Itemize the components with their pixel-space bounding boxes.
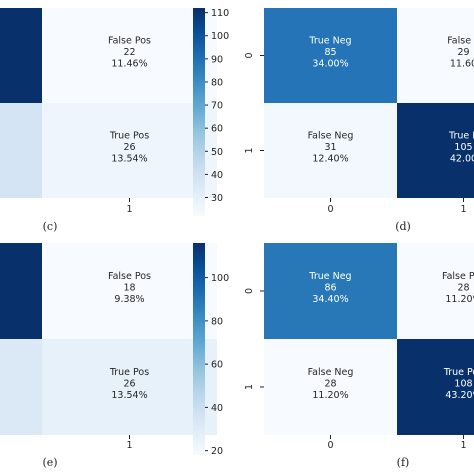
heatmap-cell — [42, 8, 217, 103]
cell-annotation: 108 — [454, 379, 472, 390]
cell-annotation: 13.54% — [111, 390, 147, 401]
cell-annotation: 11.20% — [445, 294, 474, 305]
x-tick-label: 1 — [126, 440, 132, 451]
colorbar-tick-label: 90 — [211, 54, 223, 65]
cell-annotation: 86 — [324, 283, 336, 294]
cell-annotation: False Neg — [308, 367, 354, 378]
panel-label: (e) — [42, 456, 57, 469]
y-tick-label: 0 — [244, 52, 255, 58]
heatmap-cell — [0, 339, 42, 435]
cell-annotation: 34.00% — [312, 59, 348, 70]
cell-annotation: True Pos — [443, 367, 474, 378]
cell-annotation: False Pos — [442, 271, 474, 282]
cell-annotation: 34.40% — [312, 294, 348, 305]
x-tick-label: 0 — [327, 440, 333, 451]
heatmap-cell — [264, 8, 397, 103]
cell-annotation: 11.46% — [111, 59, 147, 70]
cell-annotation: 11.20% — [312, 390, 348, 401]
cell-annotation: 11.60 — [450, 59, 474, 70]
cell-annotation: False Neg — [308, 131, 354, 142]
cell-annotation: True Neg — [308, 271, 351, 282]
colorbar-tick-label: 80 — [211, 77, 223, 88]
cell-annotation: 9.38% — [114, 294, 144, 305]
colorbar-tick-label: 40 — [211, 170, 223, 181]
cell-annotation: 18 — [123, 283, 135, 294]
cell-annotation: 26 — [123, 379, 135, 390]
y-tick-label: 1 — [244, 384, 255, 390]
cell-annotation: 28 — [324, 379, 336, 390]
cell-annotation: False Pos — [108, 271, 151, 282]
cell-annotation: False P — [447, 36, 474, 47]
heatmap-cell — [397, 339, 474, 435]
colorbar-tick-label: 60 — [211, 124, 223, 135]
cell-annotation: 13.54% — [111, 154, 147, 165]
y-tick-label: 0 — [244, 288, 255, 294]
cell-annotation: True P — [448, 131, 474, 142]
cell-annotation: 26 — [123, 142, 135, 153]
heatmap-cell — [0, 8, 42, 103]
colorbar-tick-label: 20 — [211, 446, 223, 457]
colorbar-tick-label: 40 — [211, 403, 223, 414]
colorbar-tick-label: 30 — [211, 193, 223, 204]
panel-label: (f) — [397, 456, 410, 469]
cell-annotation: 22 — [123, 47, 135, 58]
cell-annotation: 42.00 — [450, 154, 474, 165]
heatmap-cell — [397, 103, 474, 198]
x-tick-label: 1 — [126, 204, 132, 215]
heatmap-cell — [42, 103, 217, 198]
heatmap-cell — [42, 339, 217, 435]
heatmap-cell — [264, 243, 397, 339]
cell-annotation: 28 — [457, 283, 469, 294]
cell-annotation: True Pos — [109, 131, 149, 142]
panel-label: (d) — [395, 220, 411, 233]
heatmap-cell — [0, 103, 42, 198]
cell-annotation: 29 — [457, 47, 469, 58]
colorbar-tick-label: 100 — [211, 273, 229, 284]
colorbar-tick-label: 110 — [211, 8, 229, 19]
colorbar-tick-label: 100 — [211, 31, 229, 42]
colorbar — [193, 8, 205, 216]
cell-annotation: 31 — [324, 142, 336, 153]
cell-annotation: False Pos — [108, 36, 151, 47]
cell-annotation: True Neg — [308, 36, 351, 47]
cell-annotation: 85 — [324, 47, 336, 58]
heatmap-cell — [397, 243, 474, 339]
colorbar-tick-label: 50 — [211, 147, 223, 158]
x-tick-label: 0 — [327, 204, 333, 215]
x-tick-label: 1 — [460, 204, 466, 215]
x-tick-label: 1 — [460, 440, 466, 451]
panel-label: (c) — [43, 220, 58, 233]
colorbar-tick-label: 80 — [211, 316, 223, 327]
cell-annotation: True Pos — [109, 367, 149, 378]
heatmap-cell — [264, 339, 397, 435]
y-tick-label: 1 — [244, 147, 255, 153]
cell-annotation: 43.20% — [445, 390, 474, 401]
heatmap-cell — [42, 243, 217, 339]
colorbar-tick-label: 60 — [211, 360, 223, 371]
colorbar — [193, 243, 205, 455]
cell-annotation: 12.40% — [312, 154, 348, 165]
heatmap-cell — [397, 8, 474, 103]
heatmap-cell — [0, 243, 42, 339]
colorbar-tick-label: 70 — [211, 101, 223, 112]
cell-annotation: 105 — [454, 142, 472, 153]
heatmap-cell — [264, 103, 397, 198]
